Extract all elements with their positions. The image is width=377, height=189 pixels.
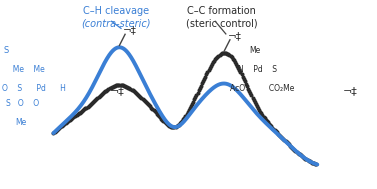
Text: (steric control): (steric control) xyxy=(186,19,257,29)
Text: AcO          CO₂Me: AcO CO₂Me xyxy=(230,84,294,93)
Text: C–H cleavage: C–H cleavage xyxy=(83,6,149,16)
Text: ¬‡: ¬‡ xyxy=(123,26,137,36)
Text: C–C formation: C–C formation xyxy=(187,6,256,16)
Text: ¬‡: ¬‡ xyxy=(228,31,242,41)
Text: Me    Me: Me Me xyxy=(8,65,44,74)
Text: (contra-steric): (contra-steric) xyxy=(81,19,151,29)
Text: ¬‡: ¬‡ xyxy=(343,87,358,97)
Text: S: S xyxy=(4,46,9,55)
Text: Me: Me xyxy=(249,46,260,55)
Text: Me: Me xyxy=(15,118,26,127)
Text: S   O    O: S O O xyxy=(6,99,39,108)
Text: N    Pd    S: N Pd S xyxy=(238,65,276,74)
Text: ¬‡: ¬‡ xyxy=(109,87,124,97)
Text: O    S      Pd      H: O S Pd H xyxy=(2,84,66,93)
